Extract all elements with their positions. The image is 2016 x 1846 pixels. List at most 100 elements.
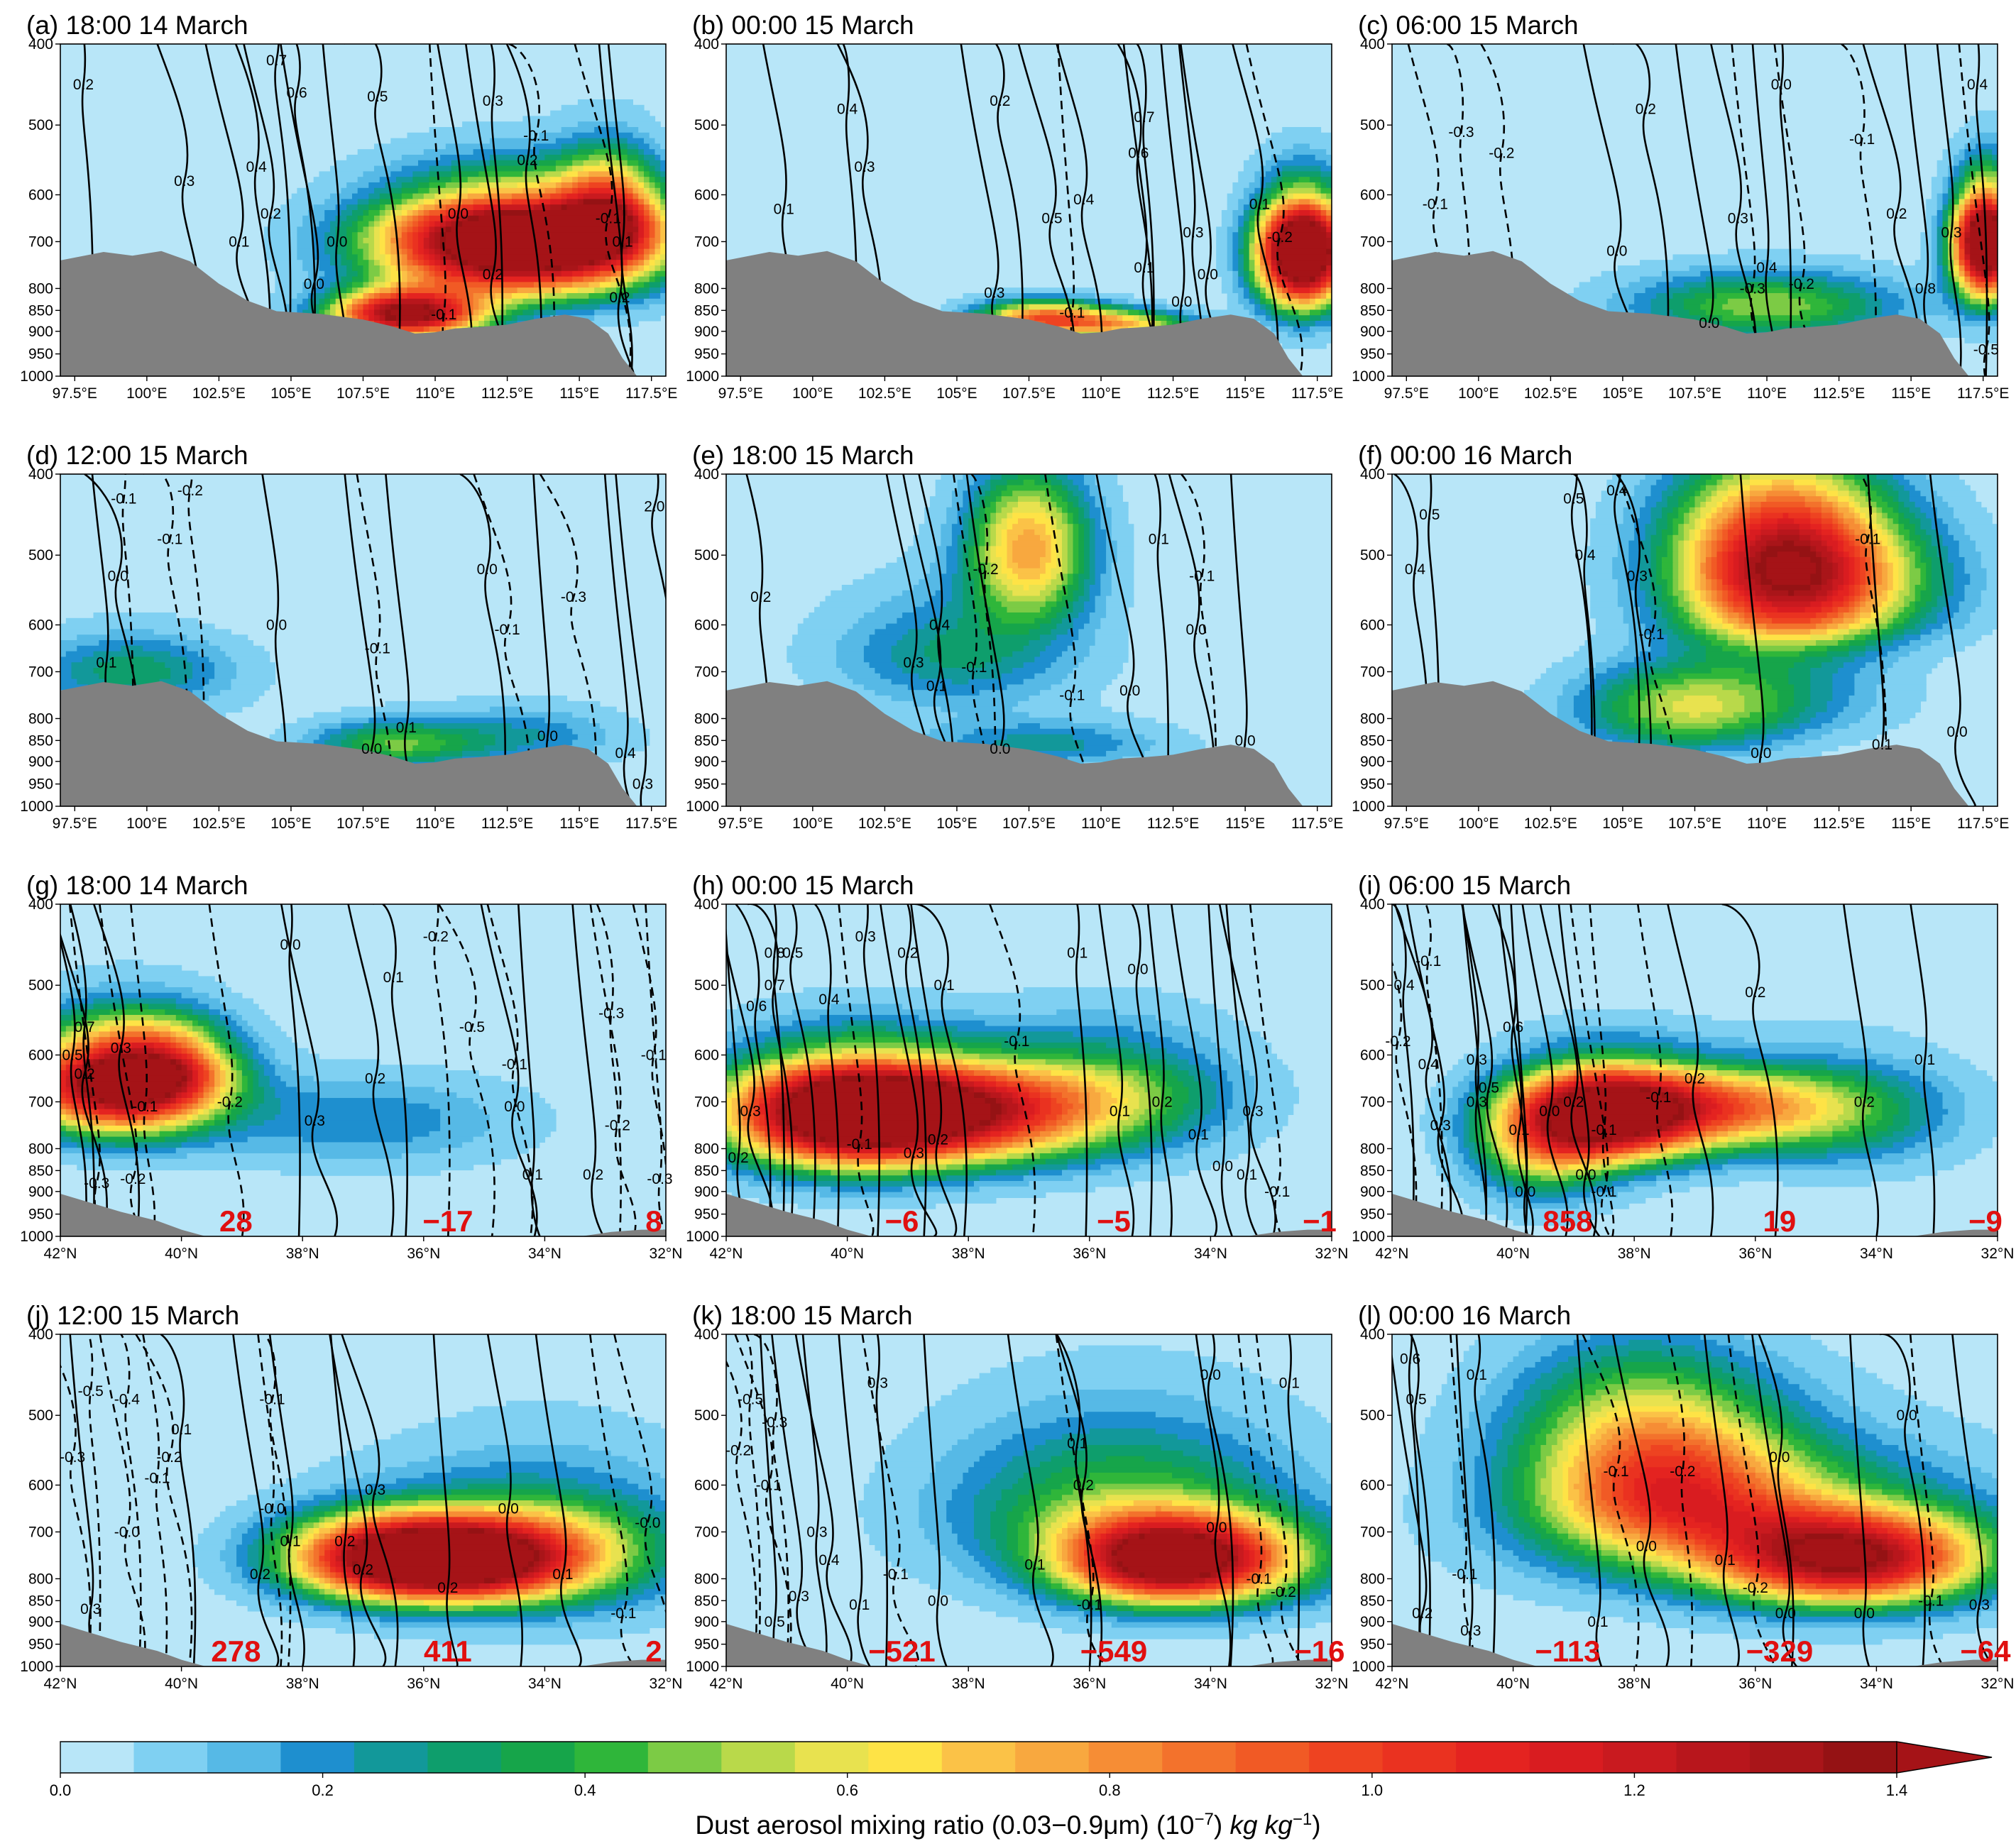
flux-value: 19 (1763, 1204, 1797, 1238)
contour-label: 0.2 (1073, 1478, 1094, 1494)
x-tick-label: 36°N (1738, 1246, 1772, 1262)
x-tick-label: 115°E (1891, 385, 1931, 402)
contour-label: 0.2 (437, 1580, 458, 1596)
contour-label: 0.3 (1969, 1597, 1990, 1613)
y-tick-label: 800 (694, 1141, 719, 1157)
contour-line (1392, 904, 1415, 1236)
y-tick-label: 500 (28, 1407, 53, 1424)
y-tick-label: 1000 (686, 1659, 719, 1675)
contour-label: 0.0 (1119, 683, 1140, 699)
y-tick-label: 900 (1360, 1614, 1385, 1630)
contour-label: 0.3 (806, 1524, 827, 1541)
contour-label: -0.1 (157, 531, 182, 547)
axes-frame (1391, 903, 1998, 1237)
contour-line (966, 44, 1024, 376)
contour-label: 0.4 (1393, 977, 1415, 994)
contour-label: 0.1 (396, 720, 417, 736)
contour-line (1245, 44, 1303, 376)
colorbar-tick-label: 1.0 (1362, 1781, 1384, 1799)
vertical-velocity-contours (1392, 904, 1936, 1236)
y-tick-label: 600 (1360, 1047, 1385, 1063)
contour-label: 0.3 (174, 173, 195, 189)
contour-line (1739, 474, 1775, 806)
contour-label: -0.3 (60, 1449, 85, 1466)
contour-label: 0.2 (1412, 1605, 1432, 1622)
contour-label: 0.4 (246, 159, 268, 175)
y-tick-label: 950 (1360, 1637, 1385, 1653)
x-tick-label: 107.5°E (1002, 815, 1056, 832)
contour-line (1392, 960, 1418, 1236)
x-tick-label: 32°N (650, 1246, 683, 1262)
contour-label: 0.3 (1467, 1052, 1487, 1068)
colorbar-frame (60, 1741, 1897, 1774)
contour-label: -0.5 (78, 1383, 104, 1400)
panel-k: -0.5-0.3-0.2-0.10.30.10.20.0 0.10.00.1-0.… (686, 1301, 1348, 1692)
contour-line (539, 474, 597, 806)
contour-label: 0.1 (1024, 1557, 1045, 1573)
colorbar-segment (574, 1742, 649, 1773)
contour-label: -0.1 (1855, 531, 1880, 547)
y-tick-label: 600 (694, 1477, 719, 1493)
contour-line (1617, 474, 1675, 806)
x-tick-label: 102.5°E (1524, 385, 1577, 402)
contour-label: 0.6 (746, 999, 767, 1015)
y-tick-label: 900 (1360, 1184, 1385, 1200)
contour-label: 0.2 (609, 290, 630, 306)
x-tick-label: 40°N (831, 1246, 864, 1262)
contour-line (344, 474, 389, 806)
contour-label: 0.3 (1941, 224, 1961, 241)
contour-label: 0.4 (818, 1552, 840, 1568)
contour-line (923, 1334, 948, 1666)
axes-frame (725, 1334, 1332, 1667)
contour-line (1455, 1334, 1481, 1666)
x-tick-label: 36°N (1073, 1246, 1106, 1262)
contour-line (1958, 44, 1990, 376)
contour-label: 0.0 (1769, 1449, 1790, 1466)
contour-label: -0.1 (641, 1048, 667, 1064)
dust-shading (192, 1400, 666, 1645)
contour-line (1063, 904, 1088, 1236)
contour-label: 0.0 (1896, 1407, 1917, 1424)
colorbar-segment (1382, 1742, 1457, 1773)
contour-label: 0.1 (1872, 737, 1892, 753)
x-tick-label: 110°E (1081, 815, 1121, 832)
contour-line (99, 904, 155, 1236)
contour-label: -0.1 (502, 1057, 527, 1073)
x-tick-label: 100°E (1458, 815, 1499, 832)
contour-label: 0.1 (1110, 1104, 1130, 1120)
contour-label: 0.3 (1728, 211, 1748, 227)
contour-line (160, 1334, 197, 1666)
contour-line (845, 904, 880, 1236)
y-tick-label: 800 (28, 1141, 53, 1157)
contour-line (1612, 44, 1670, 376)
dust-shading (60, 960, 557, 1176)
x-tick-label: 100°E (1458, 385, 1499, 402)
terrain (1392, 251, 1998, 376)
x-tick-label: 40°N (165, 1676, 198, 1692)
contour-label: 0.5 (1563, 490, 1584, 507)
contour-label: 0.0 (108, 568, 128, 585)
contour-line (1546, 474, 1593, 806)
y-tick-label: 600 (28, 187, 53, 203)
x-tick-label: 32°N (1315, 1676, 1349, 1692)
panel-l: 0.6 0.5 0.1 -0.1 -0.2 0.0 0.0 0.0 -0.1 0.1 -0.2 0.0… (1352, 1301, 2014, 1692)
contour-label: -0.3 (598, 1006, 624, 1022)
contour-label: 0.3 (1467, 1094, 1487, 1111)
colorbar-segment (1823, 1742, 1897, 1773)
contour-label: 0.8 (1915, 280, 1936, 297)
contour-line (1218, 904, 1277, 1236)
contour-line (478, 44, 504, 376)
x-tick-label: 110°E (415, 385, 455, 402)
x-tick-label: 38°N (1618, 1246, 1651, 1262)
contour-label: 0.4 (929, 617, 951, 634)
contour-line (437, 44, 473, 376)
contour-line (508, 44, 555, 376)
contour-line (1461, 904, 1508, 1236)
contour-line (535, 1334, 582, 1666)
x-tick-label: 32°N (1981, 1246, 2015, 1262)
contour-label: 0.0 (266, 617, 287, 634)
contour-label: 0.4 (615, 745, 636, 762)
contour-label: 0.2 (1684, 1071, 1705, 1087)
contour-line (1144, 474, 1170, 806)
contour-line (1396, 1334, 1431, 1666)
